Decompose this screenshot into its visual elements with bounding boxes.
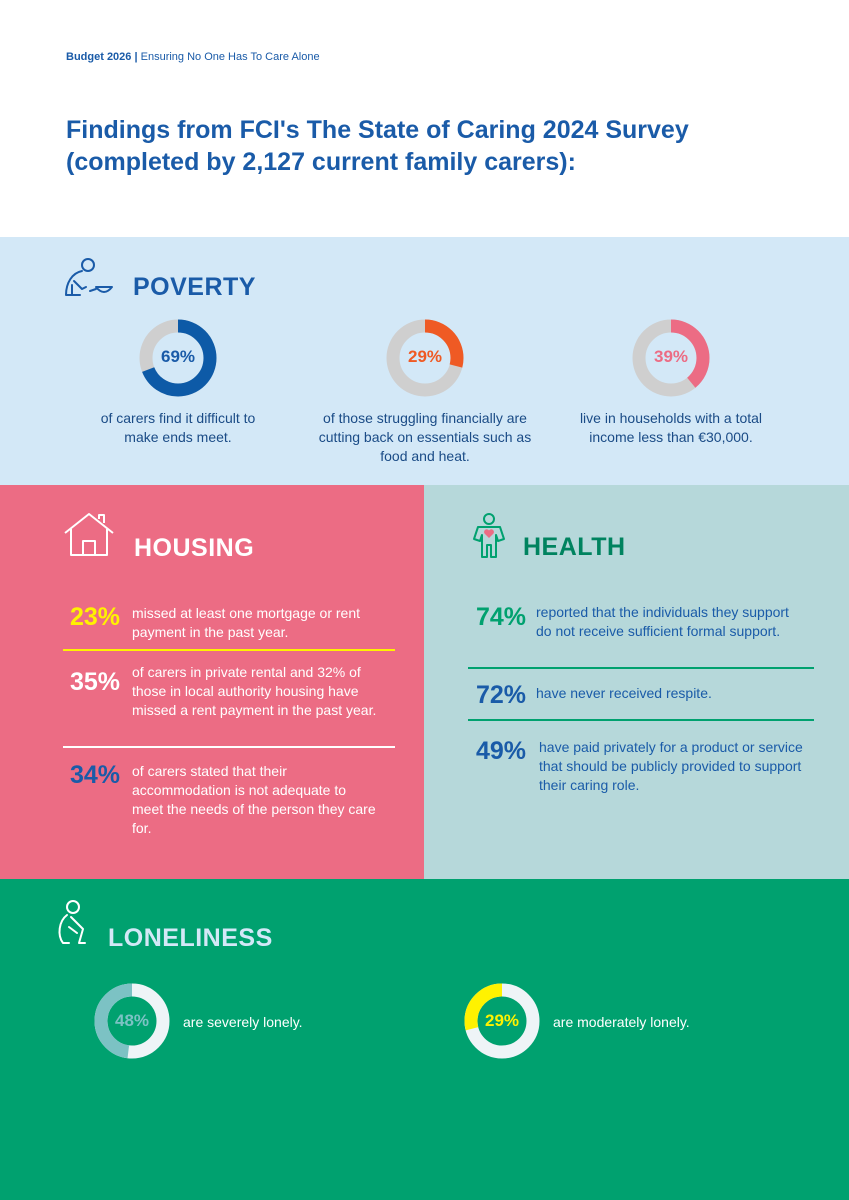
- poverty-caption-2: of those struggling financially are cutt…: [318, 410, 532, 464]
- stat-text: missed at least one mortgage or rent pay…: [132, 605, 361, 640]
- housing-section: HOUSING 23% missed at least one mortgage…: [0, 485, 424, 879]
- stat-percent: 35%: [70, 668, 121, 696]
- donut-value: 48%: [114, 1011, 150, 1030]
- donut-value: 29%: [407, 347, 443, 366]
- poverty-donut-3: 39%: [630, 317, 712, 399]
- stat-percent: 74%: [476, 603, 527, 631]
- health-heading: HEALTH: [523, 533, 626, 561]
- header-separator: |: [134, 51, 138, 63]
- stat-percent: 72%: [476, 681, 527, 709]
- stat-text: have paid privately for a product or ser…: [539, 739, 803, 793]
- donut-arc: [632, 319, 710, 397]
- header-budget: Budget 2026: [66, 51, 132, 63]
- poverty-heading: POVERTY: [133, 273, 256, 301]
- divider: [468, 667, 814, 669]
- poverty-section: POVERTY 69% of carers find it difficult …: [0, 237, 849, 485]
- donut-value: 39%: [653, 347, 689, 366]
- stat-text: of carers in private rental and 32% of t…: [132, 664, 377, 718]
- page-title: Findings from FCI's The State of Caring …: [66, 116, 689, 176]
- loneliness-section: LONELINESS 48% are severely lonely. 29% …: [0, 879, 849, 1200]
- stat-text: have never received respite.: [536, 685, 712, 701]
- divider: [468, 719, 814, 721]
- housing-heading: HOUSING: [134, 534, 255, 562]
- house-icon: [64, 513, 114, 556]
- housing-stat-3: 34% of carers stated that their accommod…: [70, 761, 400, 841]
- donut-chart: [386, 319, 464, 397]
- person-with-bowl-icon: [65, 258, 113, 296]
- donut-chart: [632, 319, 710, 397]
- housing-stat-1: 23% missed at least one mortgage or rent…: [70, 603, 400, 643]
- donut-value: 29%: [484, 1011, 520, 1030]
- poverty-donut-1: 69%: [137, 317, 219, 399]
- donut-arc: [464, 983, 540, 1059]
- loneliness-caption-2: are moderately lonely.: [553, 1014, 690, 1030]
- header-subtitle: Ensuring No One Has To Care Alone: [140, 51, 320, 63]
- loneliness-donut-1: 48%: [92, 981, 172, 1061]
- poverty-donut-2: 29%: [384, 317, 466, 399]
- donut-arc: [139, 319, 217, 397]
- donut-value: 69%: [160, 347, 196, 366]
- donut-chart: [139, 319, 217, 397]
- stat-percent: 49%: [476, 737, 527, 765]
- stat-text: reported that the individuals they suppo…: [536, 604, 789, 639]
- person-heart-icon: [473, 513, 505, 558]
- stat-percent: 34%: [70, 761, 121, 789]
- donut-chart: [94, 983, 170, 1059]
- divider: [63, 746, 395, 748]
- housing-stat-2: 35% of carers in private rental and 32% …: [70, 662, 400, 742]
- health-stat-2: 72% have never received respite.: [476, 681, 816, 711]
- poverty-caption-3: live in households with a total income l…: [579, 410, 763, 445]
- donut-chart: [464, 983, 540, 1059]
- stat-text: of carers stated that their accommodatio…: [132, 763, 376, 836]
- health-stat-1: 74% reported that the individuals they s…: [476, 603, 816, 663]
- donut-arc: [94, 983, 170, 1059]
- loneliness-caption-1: are severely lonely.: [183, 1014, 303, 1030]
- divider: [63, 649, 395, 651]
- stat-percent: 23%: [70, 603, 121, 631]
- loneliness-donut-2: 29%: [462, 981, 542, 1061]
- health-stat-3: 49% have paid privately for a product or…: [476, 737, 816, 797]
- donut-arc: [386, 319, 464, 397]
- running-header: Budget 2026 | Ensuring No One Has To Car…: [66, 51, 320, 63]
- poverty-caption-1: of carers find it difficult to make ends…: [100, 410, 256, 445]
- loneliness-heading: LONELINESS: [108, 924, 273, 952]
- sitting-person-icon: [58, 900, 86, 944]
- health-section: HEALTH 74% reported that the individuals…: [424, 485, 849, 879]
